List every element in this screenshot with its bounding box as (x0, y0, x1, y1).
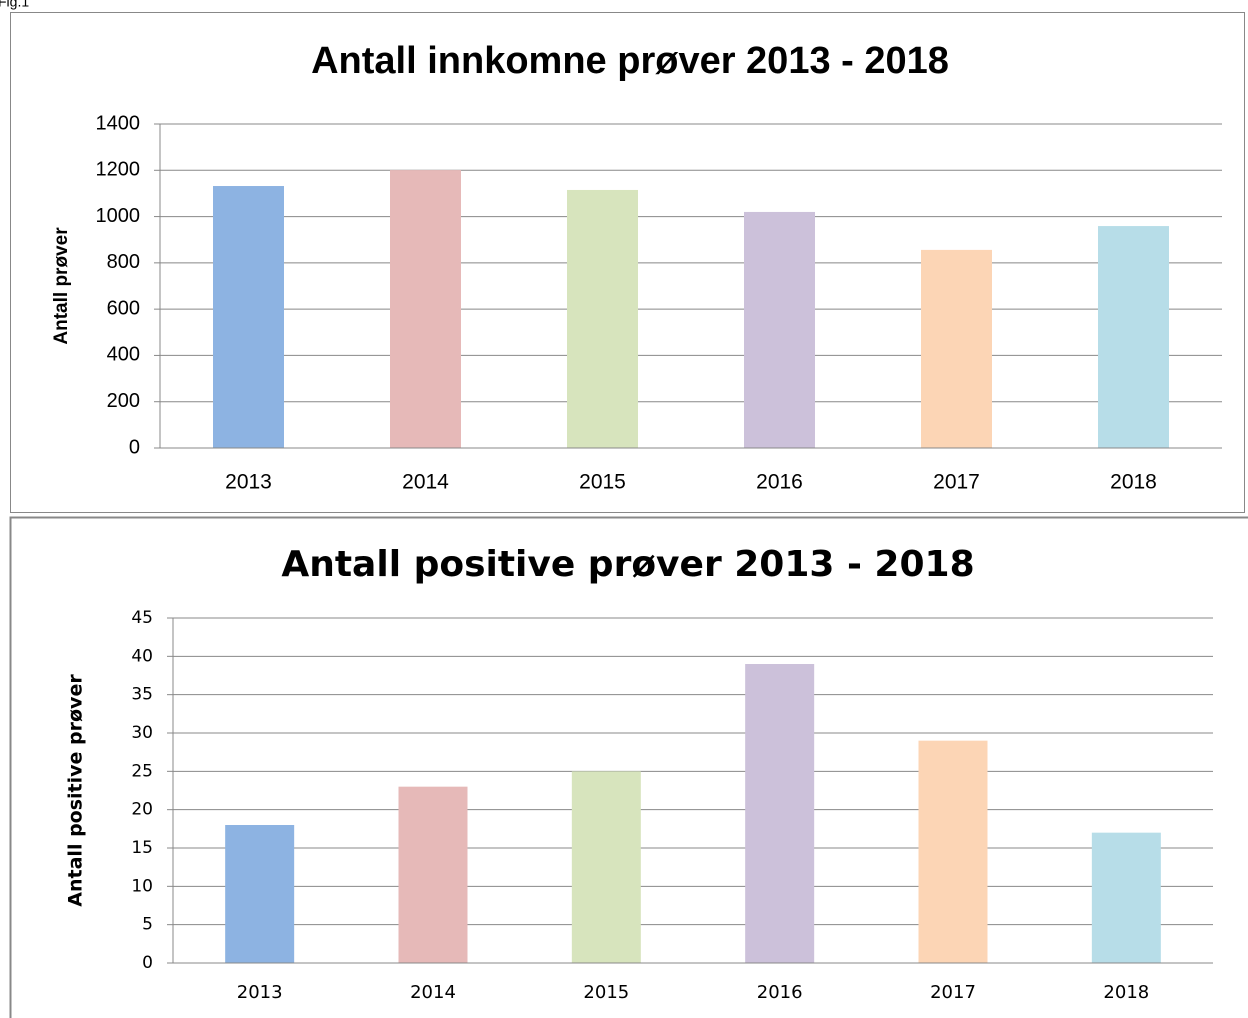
figure-label: Fig.1 (0, 0, 29, 10)
y-tick-label: 0 (129, 436, 140, 458)
y-tick-label: 15 (131, 838, 153, 858)
y-tick-label: 1400 (96, 112, 141, 134)
bar (921, 249, 992, 448)
y-tick-label: 200 (107, 390, 140, 412)
x-tick-label: 2018 (1103, 982, 1149, 1003)
bar (390, 170, 461, 448)
x-tick-label: 2016 (756, 471, 803, 494)
x-tick-label: 2016 (757, 982, 803, 1003)
x-tick-label: 2017 (930, 982, 976, 1003)
y-tick-label: 35 (131, 685, 153, 705)
x-tick-label: 2015 (579, 471, 626, 494)
bar (745, 664, 815, 963)
bar (398, 786, 468, 963)
x-tick-label: 2018 (1110, 471, 1157, 494)
x-tick-label: 2013 (237, 982, 283, 1003)
y-tick-label: 10 (131, 876, 153, 896)
chart-title: Antall positive prøver 2013 - 2018 (281, 544, 974, 585)
x-tick-label: 2014 (402, 471, 449, 494)
bar (225, 825, 295, 963)
y-tick-label: 1200 (96, 159, 141, 181)
y-tick-label: 5 (142, 915, 153, 935)
y-tick-label: 45 (131, 608, 153, 628)
bar (744, 211, 815, 448)
bar (1098, 226, 1169, 448)
chart-frame (10, 12, 1245, 513)
x-tick-label: 2013 (225, 471, 272, 494)
bar (567, 189, 638, 448)
x-tick-label: 2014 (410, 982, 456, 1003)
bar (213, 186, 284, 448)
bar (918, 740, 988, 963)
y-tick-label: 400 (107, 344, 140, 366)
y-tick-label: 25 (131, 761, 153, 781)
y-tick-label: 0 (142, 953, 153, 973)
y-tick-label: 40 (131, 646, 153, 666)
y-tick-label: 800 (107, 251, 140, 273)
y-axis-label: Antall positive prøver (65, 674, 87, 907)
y-tick-label: 600 (107, 297, 140, 319)
chart-1: Antall innkomne prøver 2013 - 2018 Antall… (51, 40, 1222, 494)
y-axis-label: Antall prøver (51, 227, 72, 345)
x-tick-label: 2017 (933, 471, 980, 494)
y-tick-label: 30 (131, 723, 153, 743)
bar (1091, 832, 1161, 963)
chart-frame (9, 516, 1248, 1018)
y-tick-label: 1000 (96, 205, 141, 227)
x-tick-label: 2015 (583, 982, 629, 1003)
bar (571, 771, 641, 963)
chart-2: Antall positive prøver 2013 - 2018 Antall… (65, 544, 1213, 1003)
y-tick-label: 20 (131, 800, 153, 820)
chart-title: Antall innkomne prøver 2013 - 2018 (311, 40, 949, 82)
